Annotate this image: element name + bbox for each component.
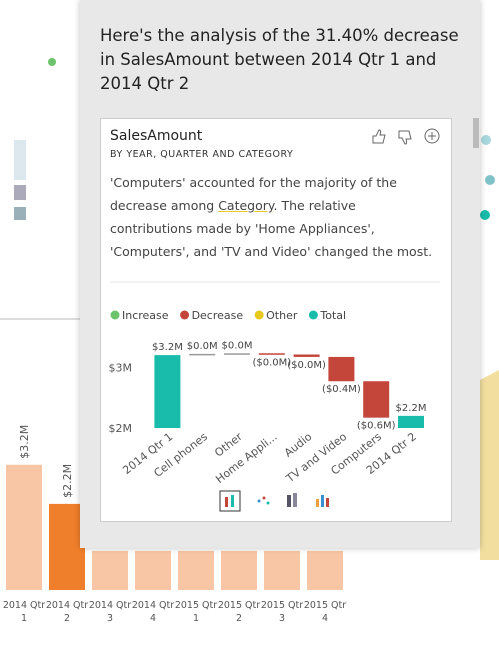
x-tick-label: 2015 Qtr 4 [304,600,346,624]
icon-part [293,493,297,507]
x-tick-label: 2014 Qtr 4 [132,600,174,624]
decor [48,58,56,66]
bar [221,550,257,590]
visual-switcher [219,490,329,512]
insight-popup: Here's the analysis of the 31.40% decrea… [80,0,480,548]
icon-part [266,501,270,505]
icon-part [326,498,329,507]
popup-title: Here's the analysis of the 31.40% decrea… [100,26,459,93]
value-label: $3.2M [18,425,31,459]
x-tick-label: 2014 Qtr 3 [89,600,131,624]
bar [264,550,300,590]
bar [135,550,171,590]
text: 'Computers' accounted for the majority o… [110,175,397,213]
scatter-icon[interactable] [257,499,261,503]
bar [307,550,343,590]
decor [14,207,26,220]
card-actions [372,128,440,145]
text: . The relative contributions made by 'Ho… [110,198,433,259]
icon-part [262,496,266,500]
bar [178,550,214,590]
bar [49,503,85,590]
add-icon[interactable] [424,128,440,144]
link[interactable]: Category [218,198,274,213]
icon-part [321,495,324,507]
dislike-icon[interactable] [398,130,412,145]
add-icon-plus [428,132,436,140]
decor [481,135,491,145]
waterfall-icon[interactable] [219,490,241,512]
decor [480,210,490,220]
decor [14,140,26,180]
decor [480,370,499,560]
bar [6,464,42,590]
x-tick-label: 2014 Qtr 2 [46,600,88,624]
card-description: 'Computers' accounted for the majority o… [110,171,442,263]
column-icon[interactable] [287,495,291,507]
value-label: $2.2M [61,464,74,498]
icon-part [225,497,228,507]
scrollbar[interactable] [473,118,479,148]
insight-card: SalesAmount BY YEAR, QUARTER AND CATEGOR… [100,118,452,522]
x-tick-label: 2015 Qtr 2 [218,600,260,624]
x-tick-label: 2014 Qtr 1 [3,600,45,624]
combo-icon[interactable] [316,499,319,507]
x-tick-label: 2015 Qtr 3 [261,600,303,624]
divider [0,318,80,320]
bar [92,550,128,590]
card-title: SalesAmount [110,128,203,144]
card-subtitle: BY YEAR, QUARTER AND CATEGORY [110,149,294,160]
decor [485,175,495,185]
decor [14,185,26,200]
x-tick-label: 2015 Qtr 1 [175,600,217,624]
like-icon[interactable] [372,129,386,144]
icon-part [231,495,234,507]
